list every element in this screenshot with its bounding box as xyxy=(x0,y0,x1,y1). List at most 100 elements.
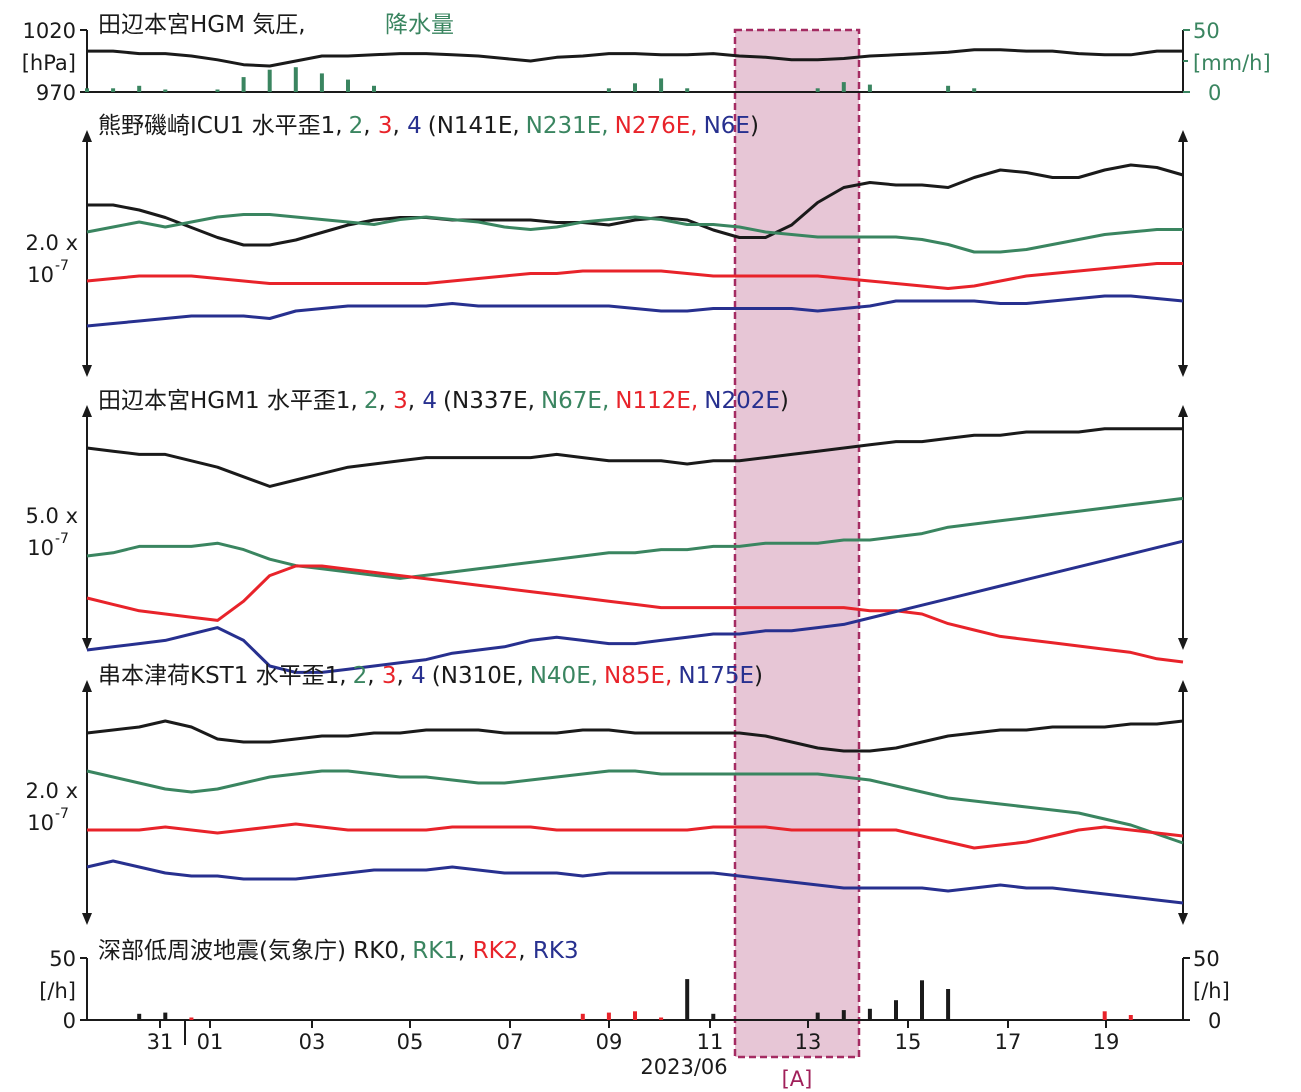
hgm-strain-4-line xyxy=(86,539,1184,674)
kst-dir-open: (N310E, xyxy=(432,663,524,689)
lfe-rk2-bar xyxy=(1102,1011,1107,1020)
lfe-rk2: RK2 xyxy=(473,938,519,964)
rain-title: 降水量 xyxy=(385,12,454,38)
highlight-label: [A] xyxy=(782,1067,813,1091)
axis-arrowheads xyxy=(82,130,1188,925)
rain-y-bottom: 0 xyxy=(1208,81,1221,105)
pressure-y-top: 1020 xyxy=(23,19,76,43)
kst-s3: 3 xyxy=(382,663,397,689)
rain-bar xyxy=(111,88,116,92)
hgm-d3: N112E, xyxy=(615,388,698,414)
kst-s2: 2 xyxy=(353,663,368,689)
x-tick-label: 01 xyxy=(197,1030,224,1054)
rain-bar xyxy=(267,69,272,92)
hgm-scale-exp: -7 xyxy=(55,531,69,547)
rain-bar xyxy=(659,78,664,92)
hgm-dir-close: ) xyxy=(780,388,789,414)
rain-bar xyxy=(372,85,376,92)
lfe-rk0-bar xyxy=(946,989,951,1020)
kst-strain-4-line xyxy=(86,859,1184,905)
hgm-d2: N67E, xyxy=(541,388,609,414)
x-tick-label: 19 xyxy=(1093,1030,1120,1054)
icu-s2: 2 xyxy=(349,113,364,139)
x-tick-label: 31 xyxy=(147,1030,174,1054)
lfe-rk2-bar xyxy=(659,1017,664,1020)
x-tick-label: 15 xyxy=(895,1030,922,1054)
icu-title: 熊野磯崎ICU1 水平歪1, 2, 3, 4 (N141E, N231E, N276E,… xyxy=(98,113,759,139)
lfe-rk2-bar xyxy=(189,1017,194,1020)
lfe-title: 深部低周波地震(気象庁) RK0, RK1, RK2, RK3 xyxy=(98,938,579,964)
rain-bar xyxy=(319,73,324,92)
hgm-s3: 3 xyxy=(393,388,408,414)
rain-bar xyxy=(841,82,846,92)
x-tick-label: 07 xyxy=(497,1030,524,1054)
x-tick-label: 03 xyxy=(299,1030,326,1054)
kst-d2: N40E, xyxy=(530,663,598,689)
rain-bar xyxy=(215,89,220,92)
lfe-rk0-bar xyxy=(711,1013,716,1020)
pressure-y-bottom: 970 xyxy=(36,81,76,105)
rain-bar xyxy=(867,84,872,92)
icu-strain-4-line xyxy=(86,294,1184,328)
hgm-strain-2-line xyxy=(86,496,1184,580)
x-tick-label: 11 xyxy=(697,1030,724,1054)
lfe-y-bottom: 0 xyxy=(63,1009,76,1033)
lfe-rk0-bar xyxy=(894,1000,898,1020)
hgm-s4: 4 xyxy=(422,388,437,414)
icu-prefix: 熊野磯崎ICU1 水平歪1, xyxy=(98,113,343,139)
lfe-y2-unit: [/h] xyxy=(1193,979,1230,1003)
rain-bar xyxy=(85,88,89,92)
kst-d4: N175E xyxy=(678,663,754,689)
rain-bar xyxy=(163,89,168,92)
kst-strain-1-line xyxy=(86,719,1184,753)
pressure-line xyxy=(87,48,1183,68)
icu-d3: N276E, xyxy=(615,113,698,139)
lfe-prefix: 深部低周波地震(気象庁) RK0, xyxy=(98,938,406,964)
icu-d2: N231E, xyxy=(526,113,609,139)
hgm-scale-1: 5.0 x xyxy=(26,504,79,528)
x-tick-label: 17 xyxy=(995,1030,1022,1054)
lfe-rk2-bar xyxy=(606,1012,611,1020)
rain-bar xyxy=(137,85,142,92)
hgm-prefix: 田辺本宮HGM1 水平歪1, xyxy=(98,388,358,414)
hgm-d4: N202E xyxy=(704,388,780,414)
hgm-strain-3-line xyxy=(86,564,1184,664)
rain-bar xyxy=(241,77,246,92)
hgm-strain-1-line xyxy=(86,427,1183,488)
icu-s4: 4 xyxy=(407,113,422,139)
kst-dir-close: ) xyxy=(754,663,763,689)
x-tick-label: 13 xyxy=(795,1030,822,1054)
lfe-y2-bottom: 0 xyxy=(1208,1009,1221,1033)
lfe-rk1: RK1 xyxy=(412,938,458,964)
icu-scale-2: 10 xyxy=(27,263,54,287)
lfe-rk0-bar xyxy=(815,1012,820,1020)
kst-s4: 4 xyxy=(411,663,426,689)
rain-bar xyxy=(346,79,350,92)
lfe-rk3: RK3 xyxy=(533,938,579,964)
lfe-y-top: 50 xyxy=(49,947,76,971)
lfe-rk0-bar xyxy=(685,979,690,1020)
rain-bar xyxy=(972,88,977,92)
lfe-rk0-bar xyxy=(920,980,924,1020)
lfe-rk2-bar xyxy=(1128,1015,1133,1020)
icu-d4: N6E xyxy=(704,113,750,139)
icu-scale-1: 2.0 x xyxy=(26,231,79,255)
lfe-rk2-bar xyxy=(633,1011,637,1020)
lfe-rk0-bar xyxy=(841,1010,846,1020)
kst-scale-2: 10 xyxy=(27,811,54,835)
lfe-y2-top: 50 xyxy=(1193,947,1220,971)
kst-title: 串本津荷KST1 水平歪1, 2, 3, 4 (N310E, N40E, N85E, N1… xyxy=(98,663,763,689)
lfe-rk0-bar xyxy=(867,1008,872,1020)
hgm-dir-open: (N337E, xyxy=(443,388,535,414)
x-tick-label: 09 xyxy=(596,1030,623,1054)
kst-prefix: 串本津荷KST1 水平歪1, xyxy=(98,663,347,689)
hgm-title: 田辺本宮HGM1 水平歪1, 2, 3, 4 (N337E, N67E, N112E, N… xyxy=(98,388,789,414)
pressure-title: 田辺本宮HGM 気圧, xyxy=(98,12,306,38)
icu-dir-open: (N141E, xyxy=(428,113,520,139)
kst-scale-1: 2.0 x xyxy=(26,779,79,803)
kst-strain-2-line xyxy=(86,769,1184,845)
icu-scale-exp: -7 xyxy=(55,258,69,274)
hgm-scale-2: 10 xyxy=(27,536,54,560)
rain-bar xyxy=(606,88,611,92)
